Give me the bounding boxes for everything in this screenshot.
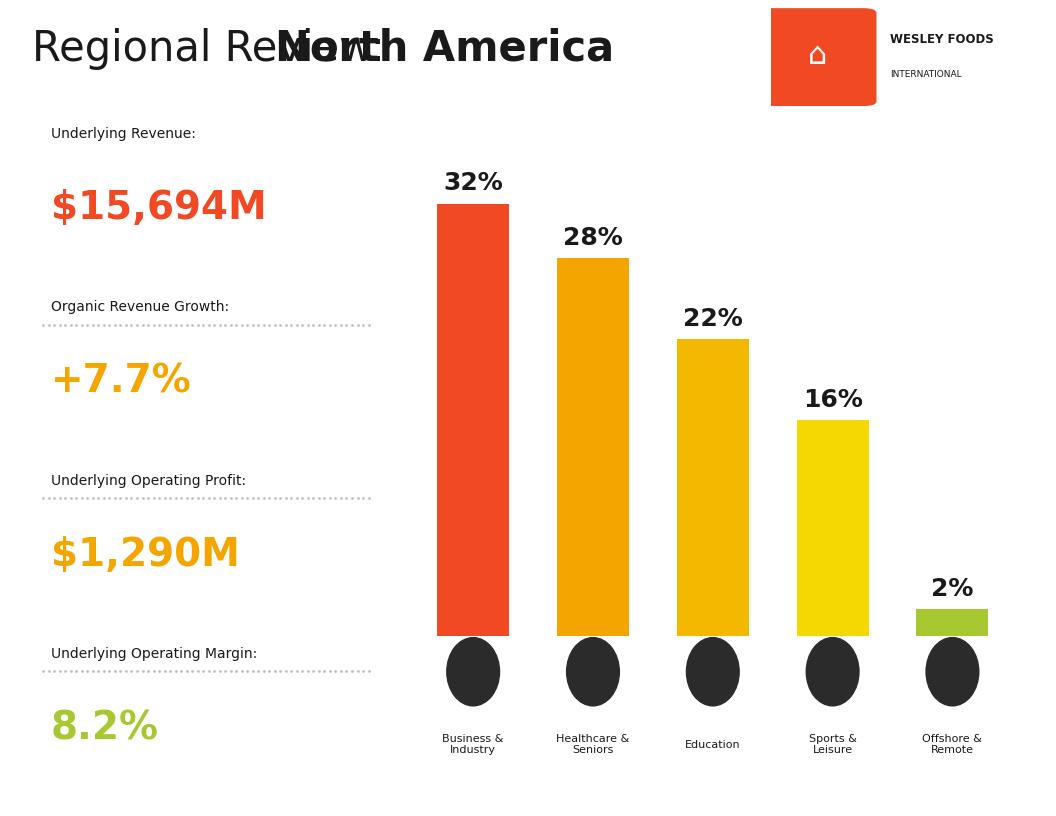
Text: $1,290M: $1,290M: [51, 536, 240, 574]
Circle shape: [686, 637, 739, 706]
Circle shape: [926, 637, 979, 706]
Text: 8.2%: 8.2%: [51, 709, 158, 747]
FancyBboxPatch shape: [758, 8, 876, 106]
Text: Business &
Industry: Business & Industry: [442, 734, 504, 756]
Text: Healthcare &
Seniors: Healthcare & Seniors: [557, 734, 629, 756]
Circle shape: [447, 637, 499, 706]
Text: Sports &
Leisure: Sports & Leisure: [809, 734, 856, 756]
Bar: [677, 339, 749, 636]
Text: Offshore &
Remote: Offshore & Remote: [923, 734, 982, 756]
Text: +7.7%: +7.7%: [51, 363, 191, 401]
Text: INTERNATIONAL: INTERNATIONAL: [889, 70, 961, 79]
Text: 2%: 2%: [931, 577, 974, 601]
Bar: [917, 610, 988, 636]
Text: 28%: 28%: [563, 225, 623, 250]
Text: $15,694M: $15,694M: [51, 189, 266, 228]
Text: Underlying Operating Profit:: Underlying Operating Profit:: [51, 473, 246, 488]
Text: North America: North America: [276, 28, 615, 70]
Circle shape: [807, 637, 859, 706]
Bar: [437, 203, 509, 636]
Text: Regional Review:: Regional Review:: [32, 28, 398, 70]
Circle shape: [567, 637, 619, 706]
Bar: [796, 420, 869, 636]
Text: Underlying Revenue:: Underlying Revenue:: [51, 127, 195, 141]
Text: 32%: 32%: [444, 171, 503, 196]
Text: ⌂: ⌂: [808, 41, 827, 69]
Text: Organic Revenue Growth:: Organic Revenue Growth:: [51, 300, 229, 314]
Text: WESLEY FOODS: WESLEY FOODS: [889, 33, 994, 46]
Bar: [558, 258, 629, 636]
Text: 22%: 22%: [683, 307, 742, 330]
Text: Underlying Operating Margin:: Underlying Operating Margin:: [51, 647, 257, 661]
Text: Education: Education: [685, 739, 740, 750]
Text: 16%: 16%: [803, 388, 863, 412]
